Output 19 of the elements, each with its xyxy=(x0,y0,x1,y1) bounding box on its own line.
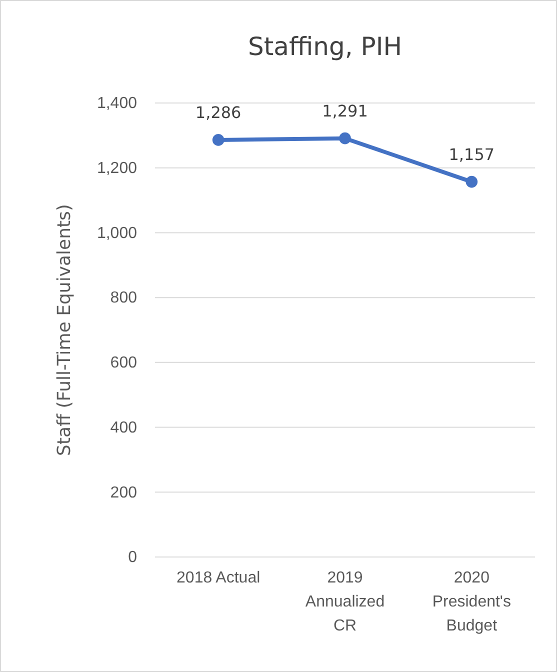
data-label: 1,286 xyxy=(195,102,242,122)
y-tick-label: 1,200 xyxy=(96,160,138,177)
point xyxy=(466,176,478,188)
y-tick-label: 0 xyxy=(128,549,138,566)
y-tick-label: 400 xyxy=(110,419,138,436)
y-tick-label: 1,000 xyxy=(96,224,138,242)
x-tick-label: 2019 Annualized CR xyxy=(305,569,385,634)
x-tick-label: 2020 President's Budget xyxy=(432,569,511,634)
point xyxy=(212,134,224,146)
y-tick-label: 200 xyxy=(110,484,138,502)
y-axis-title: Staff (Full-Time Equivalents) xyxy=(54,204,75,456)
data-label: 1,157 xyxy=(448,144,495,164)
y-tick-label: 1,400 xyxy=(96,95,138,112)
x-tick-label: 2018 Actual xyxy=(176,569,260,586)
point xyxy=(339,132,351,144)
chart-title: Staffing, PIH xyxy=(248,32,402,61)
data-label: 1,291 xyxy=(322,101,368,120)
y-tick-label: 800 xyxy=(110,290,138,307)
y-tick-label: 600 xyxy=(110,354,138,372)
